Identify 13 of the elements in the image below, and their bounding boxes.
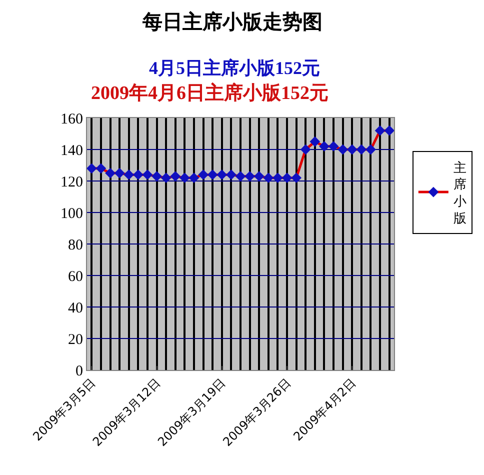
y-tick-label: 160	[60, 111, 83, 128]
y-tick-label: 20	[68, 332, 83, 348]
y-tick-label: 40	[68, 300, 83, 316]
y-tick-label: 120	[60, 174, 83, 190]
text: 2009年4月6日主席小版152元	[91, 82, 328, 104]
y-tick-label: 0	[76, 363, 83, 380]
chart-title: 每日主席小版走势图	[141, 10, 322, 34]
y-tick-label: 80	[68, 237, 83, 254]
chart-subtitle: 4月5日主席小版152元	[149, 58, 320, 78]
y-tick-label: 140	[60, 142, 83, 159]
legend-label: 主席小版	[453, 160, 466, 226]
y-tick-label: 100	[60, 206, 83, 222]
y-tick-label: 60	[68, 268, 83, 285]
